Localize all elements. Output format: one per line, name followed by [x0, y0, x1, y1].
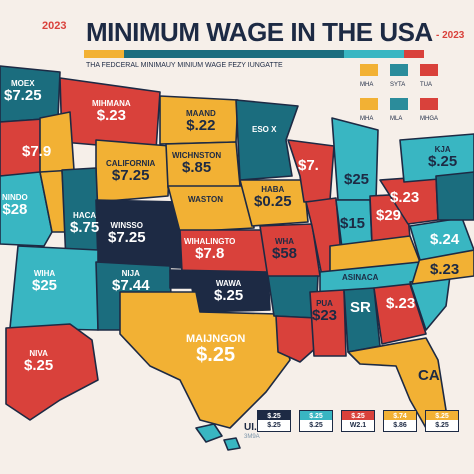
label-wa: MOEX $7.25 — [4, 79, 42, 104]
label-al: SR — [350, 299, 371, 316]
legend-swatch — [360, 64, 378, 76]
page-title: MINIMUM WAGE IN THE USA — [86, 17, 433, 47]
label-nd: MAAND $.22 — [186, 109, 216, 134]
legend-label: MHA — [360, 116, 374, 122]
label-az: WIHA $25 — [32, 269, 58, 294]
label-ut: HACA $.75 — [70, 211, 100, 236]
label-nc: $.23 — [430, 261, 460, 278]
state-alaska — [5, 323, 99, 421]
label-mt: MIHMANA $.23 — [92, 99, 131, 124]
label-or: $7.9 — [22, 143, 52, 160]
state-texas — [119, 291, 291, 429]
band-segment — [344, 50, 404, 58]
state-nebraska — [167, 185, 255, 233]
title-color-band — [84, 50, 424, 58]
state-georgia — [373, 283, 427, 345]
band-segment — [404, 50, 424, 58]
state-california — [0, 171, 53, 247]
bottom-legend: $.25 $.25 $.25 $.25 $.25 W2.1 $.74 $.86 $.25… — [255, 404, 463, 466]
band-segment — [84, 50, 124, 58]
legend-label: SYTA — [390, 82, 406, 88]
label-va: $.24 — [430, 231, 460, 248]
label-mi: $25 — [344, 171, 370, 188]
ula-label: UI.A — [244, 422, 264, 433]
label-ca: NINDO $28 — [2, 193, 28, 218]
label-tn: ASINACA — [342, 273, 379, 282]
legend-chip: $.25 $.25 — [425, 410, 459, 432]
label-mo: WHA $58 — [272, 237, 298, 262]
legend-swatch — [360, 98, 378, 110]
label-oh: $29 — [376, 207, 402, 224]
label-sd: WICHNSTON $.85 — [172, 151, 222, 176]
legend-swatch — [420, 98, 438, 110]
label-in: $15 — [340, 215, 366, 232]
label-ms: PUA $23 — [312, 299, 338, 324]
legend-swatch — [390, 64, 408, 76]
state-hawaii — [195, 423, 241, 451]
label-ok: WAWA $.25 — [214, 279, 244, 304]
legend-swatch — [420, 64, 438, 76]
legend-chip: $.25 $.25 — [299, 410, 333, 432]
label-fl: CA — [418, 367, 440, 384]
legend-label: MLA — [390, 116, 403, 122]
label-mn: ESO X — [252, 125, 277, 134]
label-nm: NIJA $7.44 — [112, 269, 150, 294]
ula-sublabel: 3M9A — [244, 434, 260, 440]
label-pa: $.23 — [390, 189, 420, 206]
legend-chip: $.74 $.86 — [383, 410, 417, 432]
label-ne: WASTON — [188, 195, 223, 204]
label-ak: NIVA $.25 — [24, 349, 54, 374]
year-right: - 2023 — [436, 30, 465, 41]
year-left: 2023 — [42, 20, 67, 32]
legend-label: MHA — [360, 82, 374, 88]
state-minnesota — [235, 99, 299, 181]
state-iowa — [239, 179, 309, 227]
state-new-york — [399, 133, 474, 183]
state-new-england — [435, 171, 474, 221]
legend-chip: $.25 W2.1 — [341, 410, 375, 432]
top-legend: MHA SYTA TUA MHA MLA MHGA — [354, 64, 454, 132]
legend-label: MHGA — [420, 116, 438, 122]
label-ny: KJA $.25 — [428, 145, 458, 170]
legend-chip: $.25 $.25 — [257, 410, 291, 432]
legend-label: TUA — [420, 82, 432, 88]
label-co: WINSSO $7.25 — [108, 221, 146, 246]
label-ga: $.23 — [386, 295, 416, 312]
subtitle: THA FEDCERAL MINIMAUY MINIUM WAGE FEZY I… — [86, 62, 283, 69]
state-idaho — [39, 111, 75, 173]
label-wi: $7. — [298, 157, 319, 174]
band-segment — [124, 50, 344, 58]
label-ia: HABA $0.25 — [254, 185, 292, 210]
state-louisiana — [275, 315, 319, 363]
label-tx: MAIJNGON $.25 — [186, 333, 246, 366]
legend-swatch — [390, 98, 408, 110]
state-mississippi — [309, 289, 347, 357]
label-ks: WIHALINGTO $7.8 — [184, 237, 236, 262]
label-wy: CALIFORNIA $7.25 — [106, 159, 156, 184]
